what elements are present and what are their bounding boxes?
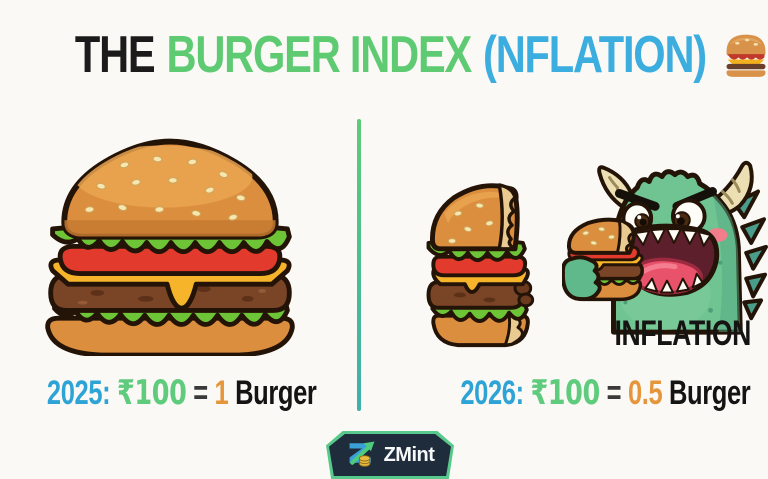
inflation-label: INFLATION [583, 314, 768, 354]
zmint-logo-icon [346, 439, 378, 472]
caption-2026-amount: ₹100 [530, 373, 600, 413]
title-burger-index: BURGER INDEX [166, 26, 472, 84]
inflation-monster-icon [560, 142, 768, 341]
title-the: THE [74, 26, 155, 84]
caption-2026-unit: Burger [669, 374, 751, 412]
caption-2026-year: 2026: [460, 374, 524, 412]
caption-2026-quantity: 0.5 [627, 374, 663, 412]
burger-emoji-icon [720, 29, 768, 82]
page-title-text: THE BURGER INDEX (NFLATION) [74, 25, 707, 85]
panel-divider [357, 119, 361, 411]
page-title: THE BURGER INDEX (NFLATION) [0, 24, 768, 86]
inflation-label-text: INFLATION [614, 314, 752, 353]
whole-cheeseburger-icon [28, 128, 312, 361]
caption-2026-equals: = [606, 374, 622, 412]
caption-2026: 2026: ₹100 = 0.5 Burger [412, 373, 750, 413]
caption-2025-equals: = [193, 374, 208, 412]
brand-name: ZMint [383, 443, 435, 466]
caption-2025-amount: ₹100 [117, 373, 187, 413]
caption-2025: 2025: ₹100 = 1 Burger [2, 373, 332, 413]
zmint-badge-inner: ZMint [329, 434, 451, 476]
title-inflation: (NFLATION) [482, 26, 707, 84]
caption-2025-year: 2025: [46, 374, 111, 412]
caption-2025-unit: Burger [235, 374, 317, 412]
half-eaten-cheeseburger-icon [424, 180, 548, 357]
caption-2025-quantity: 1 [214, 374, 229, 412]
zmint-badge: ZMint [326, 431, 454, 479]
